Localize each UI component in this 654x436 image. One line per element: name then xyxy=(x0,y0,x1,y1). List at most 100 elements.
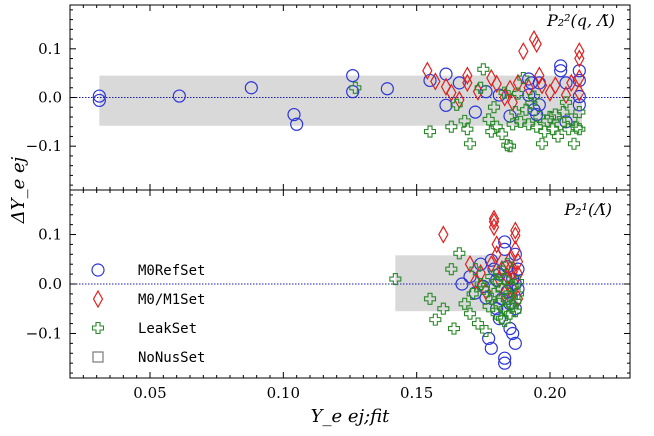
y-tick-label-bottom: −0.1 xyxy=(26,324,62,342)
point-bottom-diamond-5 xyxy=(486,254,497,274)
point-top-diamond-2 xyxy=(440,77,452,97)
x-tick-label: 0.10 xyxy=(267,384,300,402)
point-top-plus-19 xyxy=(511,87,525,100)
point-top-plus-8 xyxy=(477,63,490,76)
panel-top: −0.1 0.0 0.1 xyxy=(26,4,631,191)
point-bottom-circle-26 xyxy=(508,247,522,261)
point-top-diamond-26 xyxy=(574,68,585,88)
point-bottom-plus-17 xyxy=(485,270,498,283)
panel-bottom: −0.1 0.0 0.1 0.05 0.10 0.15 0.20 xyxy=(26,189,631,402)
point-top-plus-14 xyxy=(498,86,511,99)
point-top-diamond-3 xyxy=(446,83,457,102)
point-top-diamond-23 xyxy=(566,73,577,93)
point-bottom-plus-13 xyxy=(477,282,490,295)
point-bottom-diamond-20 xyxy=(510,226,521,245)
point-top-circle-8 xyxy=(380,82,394,96)
point-top-plus-13 xyxy=(495,127,509,141)
point-bottom-circle-18 xyxy=(498,356,512,370)
x-axis-label: Y_e ej;fit xyxy=(311,406,391,427)
point-bottom-plus-7 xyxy=(458,297,471,310)
point-top-plus-0 xyxy=(349,81,362,94)
point-bottom-plus-23 xyxy=(495,312,509,325)
point-bottom-plus-21 xyxy=(493,297,506,310)
point-bottom-circle-7 xyxy=(484,341,498,355)
point-top-diamond-9 xyxy=(491,74,502,94)
panel-title-top: P₂²(q, Λ̃) xyxy=(546,11,615,30)
point-bottom-plus-14 xyxy=(479,324,493,338)
legend-label: M0RefSet xyxy=(138,263,205,279)
point-top-plus-25 xyxy=(527,90,541,103)
point-top-circle-2 xyxy=(172,89,186,103)
point-top-plus-2 xyxy=(445,120,458,133)
x-tick-label: 0.20 xyxy=(533,384,566,402)
point-top-diamond-24 xyxy=(574,42,585,61)
point-top-plus-6 xyxy=(463,137,477,150)
point-top-circle-26 xyxy=(559,76,573,90)
point-bottom-circle-6 xyxy=(482,331,496,346)
point-bottom-diamond-19 xyxy=(510,221,521,240)
point-bottom-plus-5 xyxy=(447,322,461,335)
point-bottom-diamond-23 xyxy=(512,264,524,284)
point-top-diamond-18 xyxy=(534,66,545,85)
point-bottom-plus-2 xyxy=(429,313,442,326)
point-top-circle-25 xyxy=(554,64,568,78)
point-bottom-circle-0 xyxy=(455,277,469,291)
point-bottom-diamond-8 xyxy=(488,217,500,237)
point-top-circle-13 xyxy=(468,105,482,119)
point-top-plus-16 xyxy=(503,140,517,153)
point-bottom-diamond-9 xyxy=(491,235,502,254)
point-bottom-plus-35 xyxy=(509,305,522,318)
point-bottom-plus-37 xyxy=(511,275,525,288)
point-top-plus-34 xyxy=(551,130,565,143)
y-tick-label-bottom: 0.0 xyxy=(38,275,62,293)
point-bottom-diamond-7 xyxy=(488,212,500,231)
point-bottom-plus-11 xyxy=(471,317,485,330)
legend-marker-circle xyxy=(91,263,105,277)
point-top-plus-42 xyxy=(573,123,586,136)
point-bottom-circle-17 xyxy=(498,351,512,365)
point-bottom-diamond-3 xyxy=(475,263,486,283)
point-top-diamond-27 xyxy=(574,83,585,102)
point-bottom-diamond-6 xyxy=(488,209,500,228)
point-bottom-plus-10 xyxy=(469,263,482,276)
point-top-circle-4 xyxy=(287,107,301,122)
point-top-diamond-14 xyxy=(518,42,529,61)
point-top-plus-21 xyxy=(517,71,530,85)
point-top-diamond-5 xyxy=(462,66,473,85)
point-top-plus-43 xyxy=(573,106,586,119)
point-top-circle-27 xyxy=(559,115,573,129)
point-top-plus-31 xyxy=(543,110,557,124)
point-top-plus-39 xyxy=(565,113,578,126)
legend-marker-diamond xyxy=(92,289,104,309)
point-bottom-circle-15 xyxy=(498,235,512,249)
point-bottom-plus-6 xyxy=(453,247,466,260)
point-bottom-diamond-10 xyxy=(491,245,502,264)
point-top-plus-40 xyxy=(567,137,581,150)
point-bottom-circle-25 xyxy=(508,336,522,350)
point-top-circle-28 xyxy=(572,64,586,78)
y-axis-label: ΔY_e ej xyxy=(8,156,29,224)
point-bottom-plus-18 xyxy=(487,287,501,300)
point-top-plus-24 xyxy=(525,97,538,110)
legend-label: M0/M1Set xyxy=(138,292,205,308)
point-top-plus-4 xyxy=(458,114,471,127)
point-top-diamond-16 xyxy=(528,29,540,49)
point-bottom-plus-4 xyxy=(445,263,458,276)
point-bottom-plus-36 xyxy=(511,287,525,300)
point-bottom-circle-23 xyxy=(506,326,520,341)
point-top-circle-0 xyxy=(92,89,106,103)
y-tick-label-bottom: 0.1 xyxy=(38,226,62,244)
point-top-diamond-0 xyxy=(422,61,433,80)
point-top-diamond-22 xyxy=(560,85,572,105)
y-tick-label-top: −0.1 xyxy=(26,137,62,155)
point-top-diamond-4 xyxy=(454,90,465,110)
x-tick-label: 0.15 xyxy=(400,384,433,402)
point-top-plus-11 xyxy=(487,101,501,114)
point-top-circle-3 xyxy=(244,81,258,95)
point-bottom-plus-0 xyxy=(389,273,402,286)
point-top-plus-20 xyxy=(514,115,527,128)
point-top-circle-6 xyxy=(346,68,360,83)
y-tick-label-top: 0.0 xyxy=(38,89,62,107)
point-top-diamond-8 xyxy=(486,68,497,88)
point-bottom-plus-3 xyxy=(437,302,450,315)
